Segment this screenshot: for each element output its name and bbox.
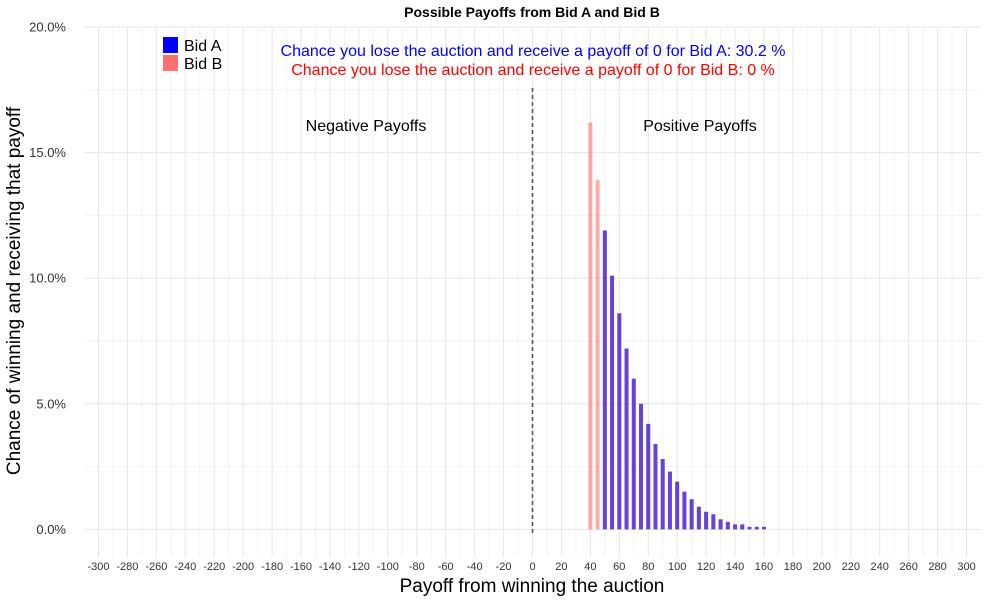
loss-note-bid-b: Chance you lose the auction and receive … xyxy=(291,62,775,79)
x-tick-label: -260 xyxy=(145,561,167,573)
bar-bid-a xyxy=(740,524,745,530)
bar-bid-a xyxy=(667,471,672,530)
x-tick-label: 100 xyxy=(668,561,686,573)
x-tick-label: -40 xyxy=(467,561,483,573)
y-tick-labels: 0.0% 5.0% 10.0% 15.0% 20.0% xyxy=(29,20,66,537)
y-tick-label: 20.0% xyxy=(29,20,66,35)
positive-payoffs-label: Positive Payoffs xyxy=(643,118,757,135)
x-tick-label: -80 xyxy=(409,561,425,573)
x-tick-label: 200 xyxy=(813,561,831,573)
y-tick-label: 10.0% xyxy=(29,271,66,286)
bar-bid-a xyxy=(617,313,622,530)
x-tick-label: -280 xyxy=(116,561,138,573)
y-tick-label: 15.0% xyxy=(29,145,66,160)
x-tick-label: -180 xyxy=(261,561,283,573)
bar-bid-a xyxy=(761,526,766,530)
x-tick-label: 60 xyxy=(613,561,625,573)
y-tick-label: 5.0% xyxy=(36,396,66,411)
x-tick-label: -220 xyxy=(203,561,225,573)
bar-bid-a xyxy=(689,499,694,530)
x-tick-label: 140 xyxy=(726,561,744,573)
x-tick-label: 120 xyxy=(697,561,715,573)
bars-layer xyxy=(588,122,766,530)
x-tick-label: 40 xyxy=(584,561,596,573)
bar-bid-a xyxy=(675,481,680,530)
legend: Bid A Bid B xyxy=(163,37,222,73)
bar-bid-a xyxy=(624,348,629,530)
x-tick-label: -60 xyxy=(438,561,454,573)
x-tick-label: 80 xyxy=(642,561,654,573)
loss-note-bid-a: Chance you lose the auction and receive … xyxy=(281,43,786,60)
x-tick-label: 260 xyxy=(899,561,917,573)
x-axis-title: Payoff from winning the auction xyxy=(400,576,665,597)
x-tick-label: 0 xyxy=(529,561,535,573)
bar-bid-a xyxy=(725,521,730,530)
x-tick-label: -200 xyxy=(232,561,254,573)
x-tick-label: 220 xyxy=(842,561,860,573)
legend-swatch-bid-b xyxy=(163,55,178,71)
bar-bid-b xyxy=(588,122,593,530)
bar-bid-a xyxy=(646,423,651,530)
x-tick-label: 160 xyxy=(755,561,773,573)
x-tick-label: -20 xyxy=(496,561,512,573)
x-tick-label: 240 xyxy=(871,561,889,573)
x-tick-label: -160 xyxy=(290,561,312,573)
bar-bid-b xyxy=(595,180,600,530)
x-tick-label: -300 xyxy=(87,561,109,573)
y-axis-title: Chance of winning and receiving that pay… xyxy=(4,106,25,475)
legend-swatch-bid-a xyxy=(163,37,178,53)
bar-bid-a xyxy=(631,378,636,530)
bar-bid-a xyxy=(653,443,658,530)
bar-bid-a xyxy=(696,506,701,530)
legend-label-bid-b: Bid B xyxy=(184,56,222,73)
bar-bid-a xyxy=(660,459,665,530)
bar-bid-a xyxy=(754,526,759,530)
bar-bid-a xyxy=(602,230,607,530)
x-tick-label: -140 xyxy=(319,561,341,573)
bar-bid-a xyxy=(733,524,738,530)
bar-bid-a xyxy=(711,514,716,530)
bar-bid-a xyxy=(718,519,723,530)
x-tick-label: -240 xyxy=(174,561,196,573)
x-tick-label: 300 xyxy=(957,561,975,573)
bar-bid-a xyxy=(639,403,644,530)
x-tick-label: -120 xyxy=(348,561,370,573)
chart-title: Possible Payoffs from Bid A and Bid B xyxy=(404,4,660,20)
bar-bid-a xyxy=(682,491,687,530)
bar-bid-a xyxy=(747,526,752,530)
x-tick-label: -100 xyxy=(377,561,399,573)
y-tick-label: 0.0% xyxy=(36,522,66,537)
bar-bid-a xyxy=(704,511,709,530)
legend-label-bid-a: Bid A xyxy=(184,38,222,55)
bar-bid-a xyxy=(610,275,615,530)
x-tick-label: 180 xyxy=(784,561,802,573)
x-tick-label: 20 xyxy=(555,561,567,573)
negative-payoffs-label: Negative Payoffs xyxy=(306,118,427,135)
grid-layer xyxy=(84,26,981,557)
x-tick-label: 280 xyxy=(928,561,946,573)
x-tick-labels: -300 -280 -260 -240 -220 -200 -180 -160 -140 -120… xyxy=(87,561,975,573)
